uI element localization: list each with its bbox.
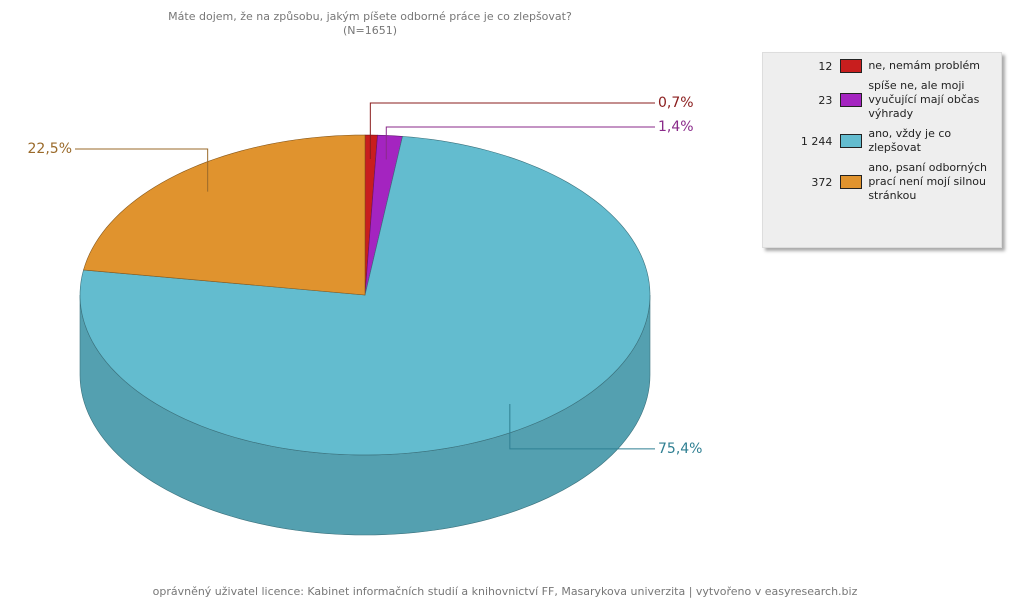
leader-line — [509, 404, 655, 450]
legend-swatch — [840, 134, 863, 148]
legend-swatch — [840, 175, 863, 189]
data-label: 75,4% — [658, 441, 702, 457]
legend-label: ano, psaní odborných prací není mojí sil… — [868, 161, 987, 202]
legend-label: ne, nemám problém — [868, 59, 980, 72]
footer: oprávněný uživatel licence: Kabinet info… — [153, 585, 858, 598]
data-label: 0,7% — [658, 95, 694, 111]
slice — [83, 134, 366, 296]
legend-count: 12 — [818, 59, 833, 73]
legend: 12 ne, nemám problém 23 spíše ne, ale moji … — [762, 52, 1002, 248]
legend-item: 1 244 ano, vždy je co zlepšovat — [767, 127, 997, 155]
legend-swatch — [840, 59, 863, 73]
legend-swatch — [840, 93, 863, 107]
legend-count: 372 — [811, 175, 833, 189]
slice — [79, 136, 651, 456]
data-label: 22,5% — [28, 141, 72, 157]
leader-line — [369, 102, 655, 160]
leader-line — [75, 148, 209, 192]
legend-label: ano, vždy je co zlepšovat — [868, 127, 952, 154]
data-label: 1,4% — [658, 119, 694, 135]
legend-count: 1 244 — [800, 134, 833, 148]
leader-line — [385, 126, 655, 160]
chart-subtitle: (N=1651) — [343, 24, 397, 37]
legend-item: 12 ne, nemám problém — [767, 59, 997, 73]
legend-count: 23 — [818, 93, 833, 107]
legend-label: spíše ne, ale moji vyučující mají občas … — [868, 79, 980, 120]
chart-title: Máte dojem, že na způsobu, jakým píšete … — [168, 10, 572, 23]
legend-item: 23 spíše ne, ale moji vyučující mají obča… — [767, 79, 997, 121]
legend-item: 372 ano, psaní odborných prací není mojí … — [767, 161, 997, 203]
